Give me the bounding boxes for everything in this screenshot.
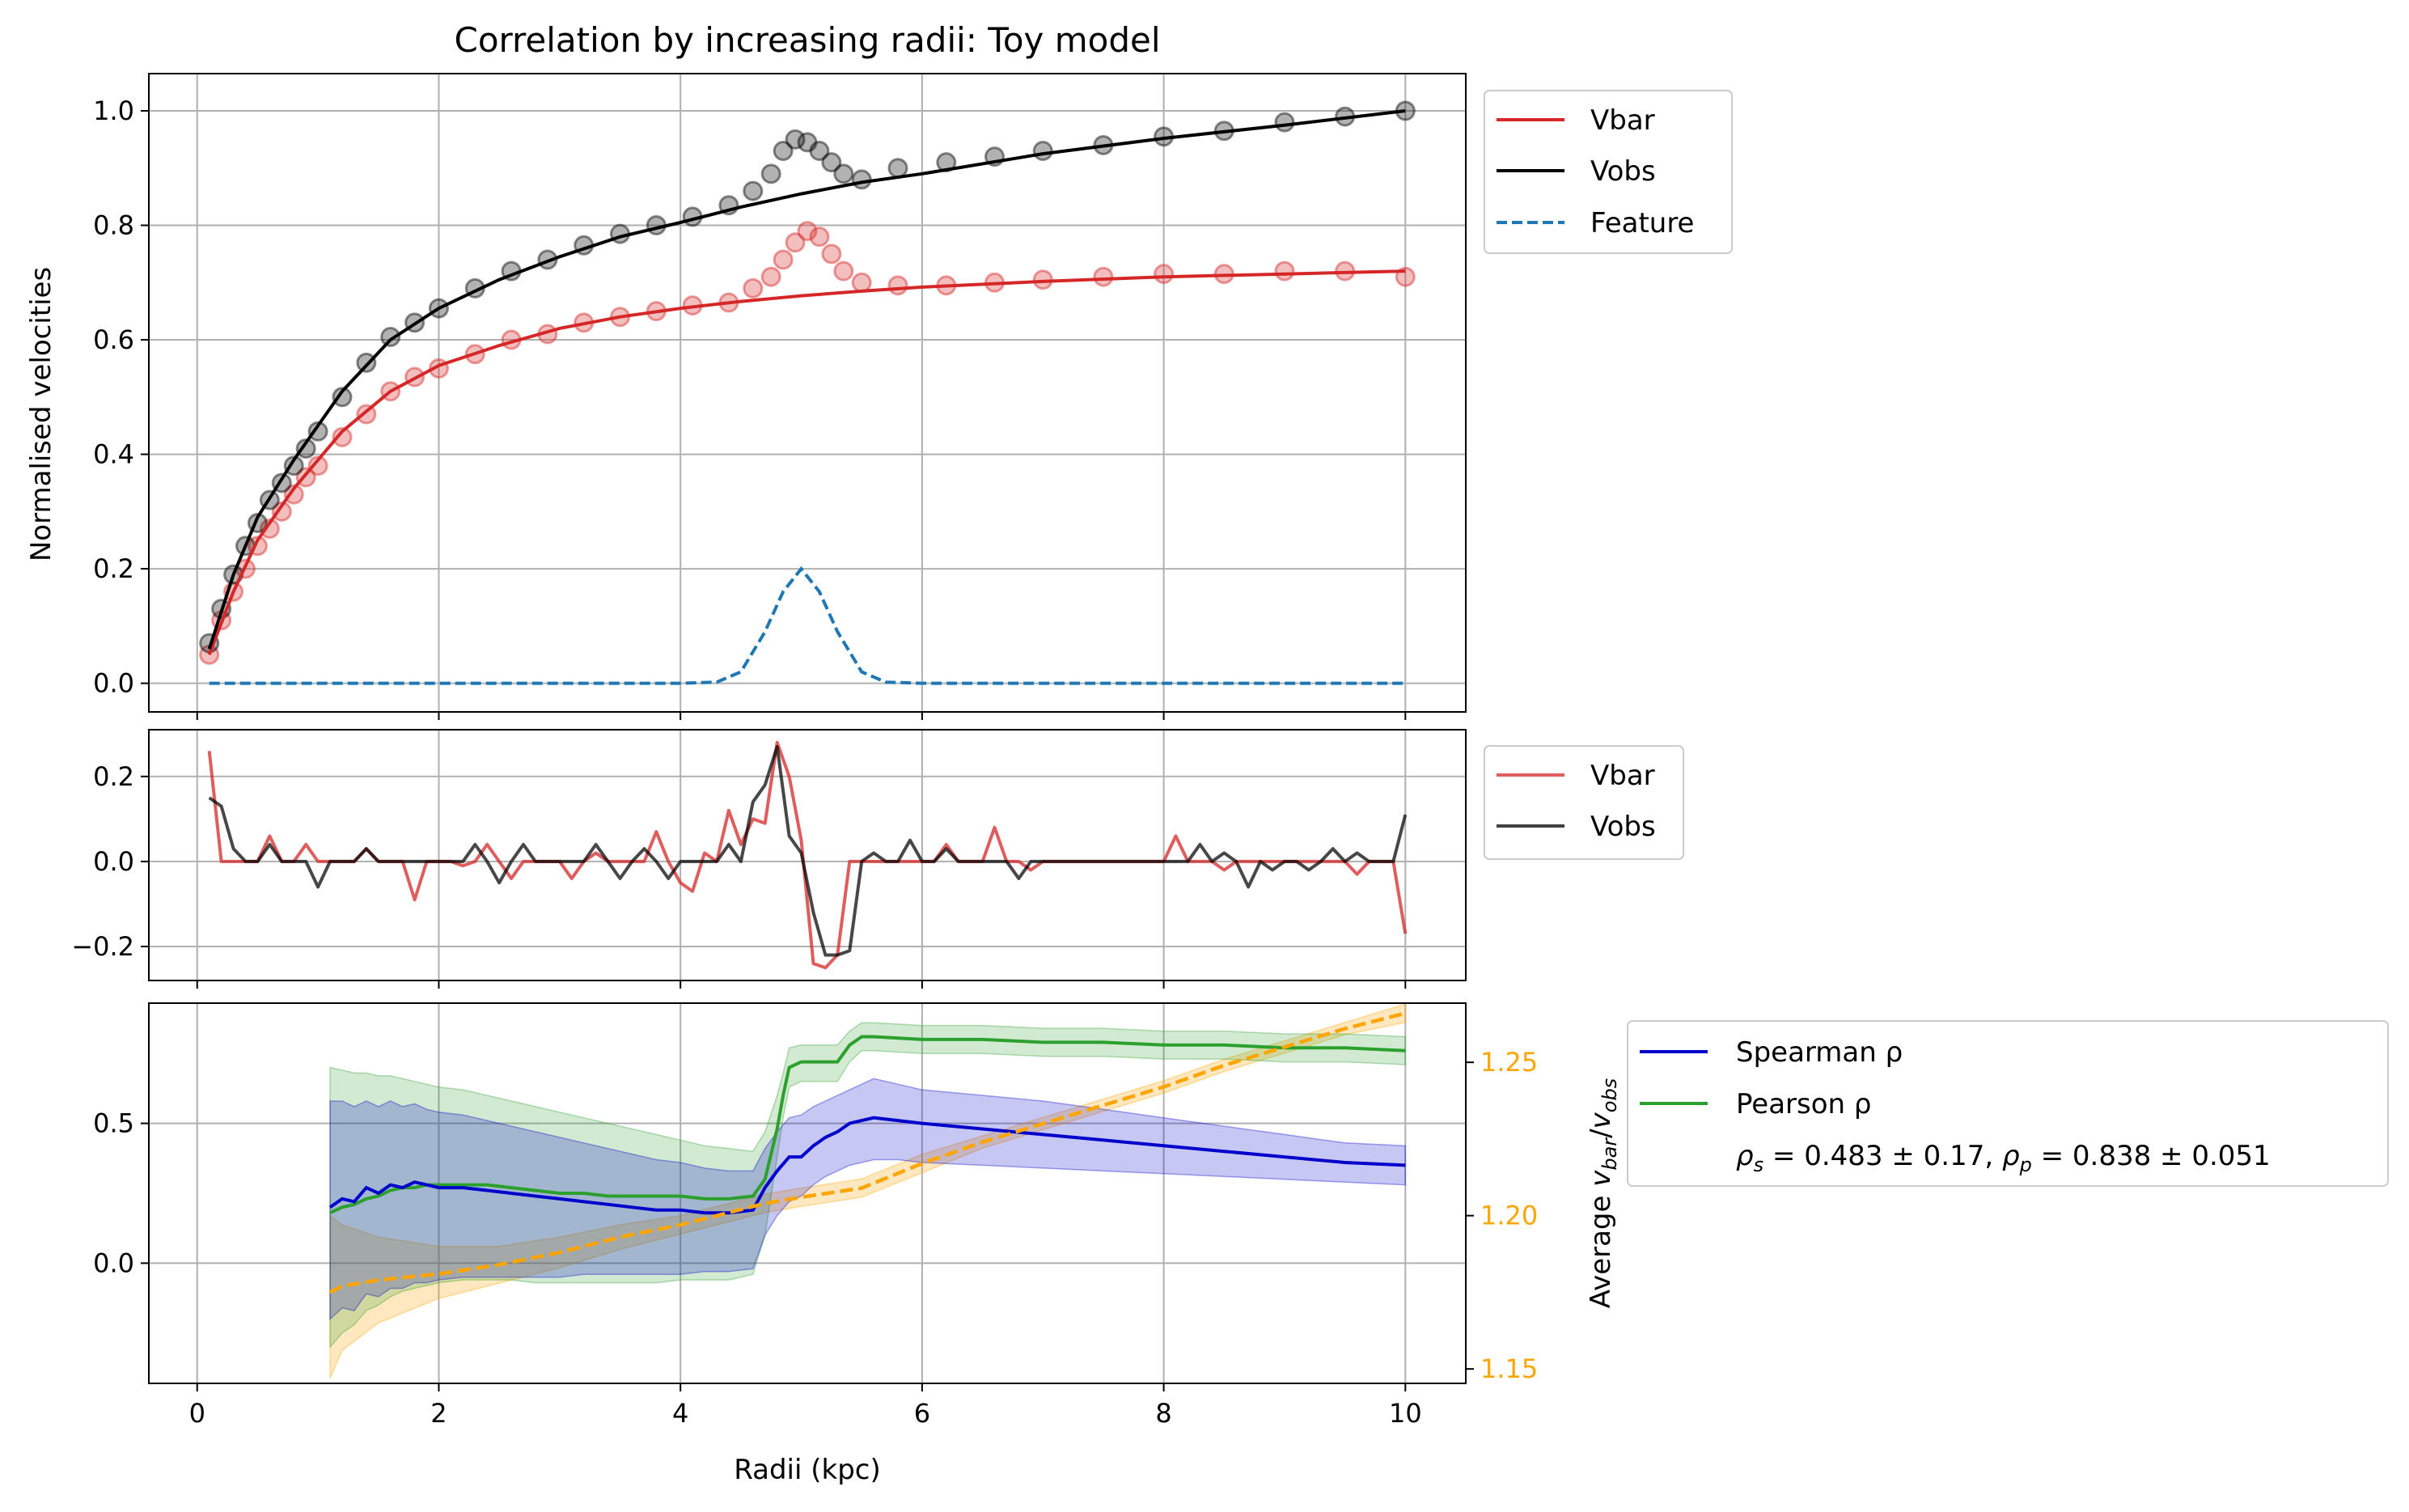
residual-vobs-line bbox=[208, 745, 1408, 957]
vobs-point bbox=[295, 438, 316, 459]
vobs-point bbox=[851, 169, 872, 190]
vobs-point bbox=[1274, 112, 1295, 133]
chart-title: Correlation by increasing radii: Toy mod… bbox=[455, 20, 1161, 60]
vbar-point bbox=[785, 232, 806, 253]
vbar-point bbox=[773, 249, 794, 270]
legend-vobs-label: Vobs bbox=[1590, 155, 1656, 188]
vobs-point bbox=[307, 421, 328, 442]
legend-spearman-label: Spearman ρ bbox=[1736, 1036, 1903, 1069]
right-y-tick-label: 1.20 bbox=[1480, 1201, 1538, 1231]
right-y-tick-label: 1.15 bbox=[1480, 1353, 1538, 1384]
vbar-point bbox=[283, 484, 304, 505]
panel1-series bbox=[199, 100, 1416, 685]
legend-bottom: Spearman ρ Pearson ρ ρs = 0.483 ± 0.17, … bbox=[1627, 1020, 2389, 1187]
legend-top: Vbar Vobs Feature bbox=[1484, 90, 1733, 254]
vobs-point bbox=[1032, 141, 1053, 162]
vbar-point bbox=[851, 272, 872, 293]
residual-vbar-line bbox=[207, 740, 1408, 970]
vbar-point bbox=[259, 519, 280, 540]
legend-stats-annotation: ρs = 0.483 ± 0.17, ρp = 0.838 ± 0.051 bbox=[1736, 1140, 2271, 1176]
average-ratio-line bbox=[328, 1011, 1406, 1294]
vobs-point bbox=[821, 152, 842, 173]
vobs-point bbox=[887, 158, 908, 179]
panel-frame bbox=[148, 73, 1467, 713]
y-tick-label: 0.5 bbox=[93, 1108, 134, 1139]
legend-pearson-label: Pearson ρ bbox=[1736, 1088, 1871, 1120]
vbar-point bbox=[821, 244, 842, 265]
y-axis-label-right: Average vbar/vobs bbox=[1585, 1078, 1621, 1308]
legend-middle: Vbar Vobs bbox=[1484, 745, 1684, 860]
vbar-point bbox=[760, 266, 781, 287]
legend2-vobs-label: Vobs bbox=[1590, 811, 1656, 843]
spearman-band bbox=[329, 1078, 1407, 1321]
y-tick-label: 0.0 bbox=[93, 1247, 134, 1278]
x-axis-label: Radii (kpc) bbox=[734, 1454, 881, 1486]
vbar-point bbox=[1093, 266, 1114, 287]
x-tick-label: 6 bbox=[914, 1398, 930, 1429]
vobs-point bbox=[356, 352, 377, 373]
vobs-point bbox=[809, 141, 830, 162]
vbar-line bbox=[207, 269, 1406, 655]
vobs-line bbox=[207, 109, 1406, 650]
y-tick-label: 0.4 bbox=[93, 439, 134, 470]
vbar-point bbox=[887, 275, 908, 296]
y-tick-label: 1.0 bbox=[93, 95, 134, 126]
feature-line bbox=[209, 565, 1406, 685]
vbar-point bbox=[332, 426, 353, 447]
y-tick-label: −0.2 bbox=[71, 931, 134, 962]
panel-frame bbox=[148, 1002, 1467, 1384]
vobs-point bbox=[283, 455, 304, 476]
y-tick-label: 0.0 bbox=[93, 668, 134, 699]
legend-vbar-label: Vbar bbox=[1590, 104, 1655, 137]
panel3-series bbox=[328, 1003, 1407, 1379]
vbar-point bbox=[356, 404, 377, 425]
vbar-point bbox=[833, 260, 854, 282]
legend2-vbar-label: Vbar bbox=[1590, 760, 1655, 792]
panel-frame bbox=[148, 729, 1467, 981]
right-y-tick-label: 1.25 bbox=[1480, 1047, 1538, 1078]
panel3-grid bbox=[149, 1003, 1466, 1383]
legend-top-frame bbox=[1484, 90, 1733, 254]
vbar-point bbox=[809, 227, 830, 248]
x-tick-label: 2 bbox=[430, 1398, 447, 1429]
y-axis-label-top: Normalised velocities bbox=[25, 267, 57, 561]
pearson-band bbox=[329, 1022, 1407, 1349]
y-tick-label: 0.0 bbox=[93, 846, 134, 877]
tick-labels: 0.0 0.2 0.4 0.6 0.8 1.0 −0.2 0.0 0.2 0 2 4 6 8 10 0.0 0.… bbox=[71, 95, 1538, 1429]
vobs-point bbox=[785, 129, 806, 150]
y-tick-label: 0.8 bbox=[93, 210, 134, 241]
x-tick-label: 10 bbox=[1389, 1398, 1422, 1429]
vobs-point bbox=[773, 141, 794, 162]
pearson-line bbox=[329, 1035, 1406, 1215]
axes-frames bbox=[141, 73, 1474, 1391]
vobs-point bbox=[332, 387, 353, 408]
x-tick-label: 4 bbox=[672, 1398, 688, 1429]
average-ratio-band bbox=[329, 1003, 1407, 1379]
y-tick-label: 0.6 bbox=[93, 324, 134, 355]
y-tick-label: 0.2 bbox=[93, 553, 134, 584]
x-tick-label: 8 bbox=[1155, 1398, 1171, 1429]
vobs-point bbox=[797, 132, 818, 153]
vbar-point bbox=[797, 221, 818, 242]
panel2-grid bbox=[149, 730, 1466, 980]
vbar-point bbox=[1154, 264, 1175, 285]
legend-feature-label: Feature bbox=[1590, 207, 1694, 239]
y-tick-label: 0.2 bbox=[93, 761, 134, 792]
vbar-point bbox=[743, 277, 764, 299]
vobs-point bbox=[743, 180, 764, 201]
panel2-series bbox=[207, 740, 1408, 970]
vobs-point bbox=[760, 163, 781, 184]
x-tick-label: 0 bbox=[189, 1398, 205, 1429]
vbar-point bbox=[1274, 260, 1295, 282]
vobs-point bbox=[833, 163, 854, 184]
vbar-point bbox=[307, 455, 328, 476]
spearman-line bbox=[328, 1116, 1406, 1215]
vbar-point bbox=[271, 501, 292, 522]
vobs-point bbox=[380, 327, 401, 348]
legend-bottom-frame bbox=[1627, 1020, 2389, 1187]
